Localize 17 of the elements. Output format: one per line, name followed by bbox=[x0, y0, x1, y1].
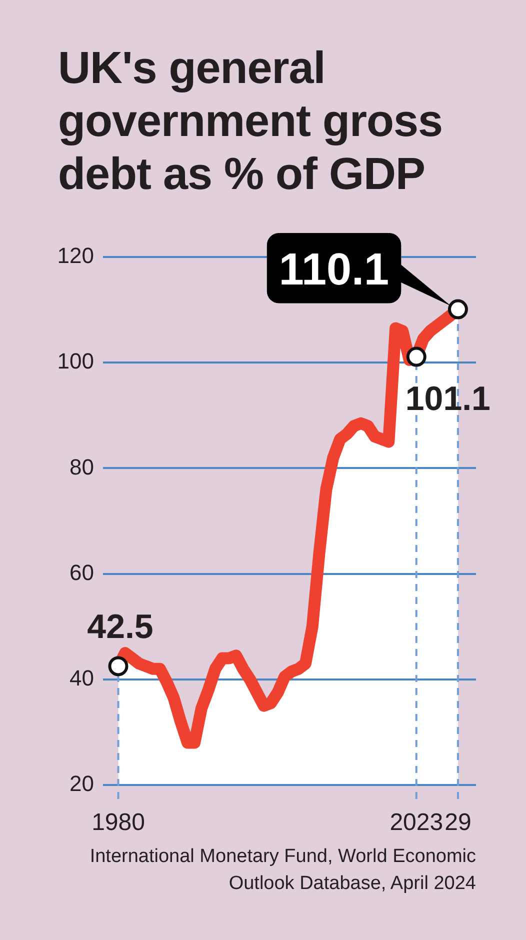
x-tick-label: 29 bbox=[444, 809, 472, 836]
y-tick-label: 40 bbox=[70, 665, 94, 690]
chart-title: UK's general government gross debt as % of GDP bbox=[58, 41, 444, 200]
point bbox=[406, 346, 426, 367]
data-label: 110.1 bbox=[278, 243, 390, 294]
text: International Monetary Fund, World Economic Outlook Database, April 2024 bbox=[88, 845, 476, 896]
x-tick-label: 2023 bbox=[390, 809, 444, 836]
x-tick-label: 1980 bbox=[92, 809, 145, 836]
y-tick-label: 100 bbox=[57, 348, 94, 374]
data-label: 101.1 bbox=[405, 380, 490, 418]
y-tick-label: 60 bbox=[70, 560, 94, 585]
y-tick-label: 20 bbox=[70, 771, 94, 796]
point bbox=[448, 299, 468, 320]
data-label: 42.5 bbox=[87, 608, 154, 646]
y-tick-label: 120 bbox=[57, 243, 94, 268]
point bbox=[108, 656, 128, 676]
y-tick-label: 80 bbox=[70, 454, 94, 480]
